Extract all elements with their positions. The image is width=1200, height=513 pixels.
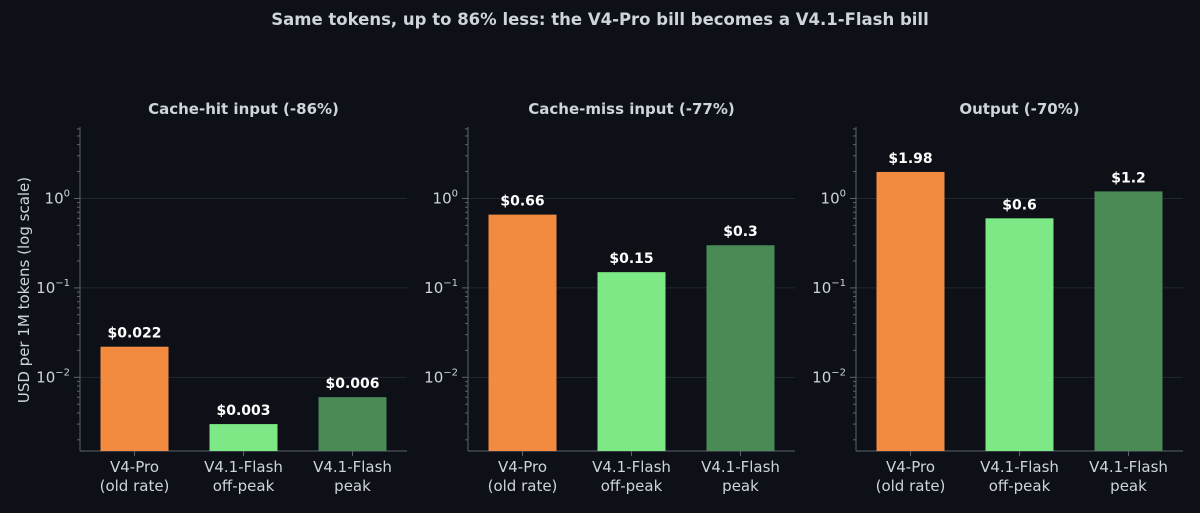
y-tick-base: 10	[821, 189, 840, 207]
bar-value-label: $0.6	[1002, 197, 1037, 213]
y-tick-label: 100	[821, 188, 846, 207]
y-tick-exponent: 0	[840, 188, 846, 199]
x-tick-label-line: V4.1-Flash	[701, 458, 780, 476]
bar-value-label: $1.98	[888, 151, 932, 167]
panel-title: Cache-hit input (-86%)	[148, 100, 339, 118]
y-tick-exponent: −1	[55, 278, 70, 289]
x-tick-label: V4-Pro (old rate)	[100, 458, 170, 495]
y-tick-base: 10	[45, 189, 64, 207]
x-tick-label-line: off-peak	[989, 477, 1051, 495]
panel-title: Cache-miss input (-77%)	[528, 100, 734, 118]
x-tick-label: V4.1-Flash off-peak	[980, 458, 1059, 495]
y-tick-exponent: −2	[443, 367, 458, 378]
x-tick-label-line: peak	[1110, 477, 1147, 495]
y-tick-base: 10	[36, 368, 55, 386]
bar-value-label: $1.2	[1111, 170, 1146, 186]
bar-value-label: $0.022	[107, 326, 161, 342]
x-tick-label: V4-Pro (old rate)	[488, 458, 558, 495]
x-tick-label-line: V4.1-Flash	[980, 458, 1059, 476]
bar-value-label: $0.15	[609, 251, 653, 267]
x-tick-label-line: V4.1-Flash	[1089, 458, 1168, 476]
y-tick-exponent: −2	[55, 367, 70, 378]
y-tick-base: 10	[36, 279, 55, 297]
bar	[318, 397, 387, 451]
y-tick-label: 10−1	[424, 278, 458, 297]
x-tick-label-line: peak	[722, 477, 759, 495]
bar	[1094, 191, 1163, 451]
y-tick-exponent: −2	[831, 367, 846, 378]
y-tick-label: 10−2	[424, 367, 458, 386]
y-tick-base: 10	[424, 279, 443, 297]
y-tick-exponent: −1	[831, 278, 846, 289]
y-tick-exponent: 0	[452, 188, 458, 199]
bar-value-label: $0.3	[723, 224, 758, 240]
y-tick-label: 100	[45, 188, 70, 207]
x-tick-label: V4.1-Flash off-peak	[592, 458, 671, 495]
bar	[876, 171, 945, 451]
x-tick-label: V4.1-Flash peak	[313, 458, 392, 495]
bar-value-label: $0.006	[325, 376, 379, 392]
y-tick-label: 10−1	[812, 278, 846, 297]
figure-title: Same tokens, up to 86% less: the V4-Pro …	[271, 10, 928, 29]
x-tick-label-line: V4.1-Flash	[592, 458, 671, 476]
y-tick-base: 10	[812, 279, 831, 297]
y-tick-base: 10	[424, 368, 443, 386]
y-tick-exponent: −1	[443, 278, 458, 289]
x-tick-label-line: off-peak	[213, 477, 275, 495]
x-tick-label-line: V4-Pro	[886, 458, 935, 476]
x-tick-label-line: V4-Pro	[110, 458, 159, 476]
y-tick-base: 10	[433, 189, 452, 207]
bar-value-label: $0.66	[500, 194, 544, 210]
bar	[597, 272, 666, 451]
x-tick-label-line: V4-Pro	[498, 458, 547, 476]
bar	[100, 346, 169, 451]
x-tick-label: V4-Pro (old rate)	[876, 458, 946, 495]
y-tick-exponent: 0	[64, 188, 70, 199]
bar-value-label: $0.003	[216, 403, 270, 419]
y-tick-label: 10−2	[812, 367, 846, 386]
bar	[209, 424, 278, 451]
y-tick-label: 100	[433, 188, 458, 207]
bar	[488, 214, 557, 451]
x-tick-label-line: V4.1-Flash	[313, 458, 392, 476]
x-tick-label-line: V4.1-Flash	[204, 458, 283, 476]
x-tick-label-line: (old rate)	[876, 477, 946, 495]
bar	[985, 218, 1054, 451]
bar	[706, 245, 775, 451]
panel-title: Output (-70%)	[959, 100, 1079, 118]
x-tick-label-line: (old rate)	[100, 477, 170, 495]
y-axis-label: USD per 1M tokens (log scale)	[15, 177, 33, 403]
y-tick-label: 10−1	[36, 278, 70, 297]
y-tick-base: 10	[812, 368, 831, 386]
x-tick-label-line: (old rate)	[488, 477, 558, 495]
x-tick-label: V4.1-Flash off-peak	[204, 458, 283, 495]
x-tick-label-line: off-peak	[601, 477, 663, 495]
x-tick-label: V4.1-Flash peak	[1089, 458, 1168, 495]
x-tick-label: V4.1-Flash peak	[701, 458, 780, 495]
y-tick-label: 10−2	[36, 367, 70, 386]
x-tick-label-line: peak	[334, 477, 371, 495]
